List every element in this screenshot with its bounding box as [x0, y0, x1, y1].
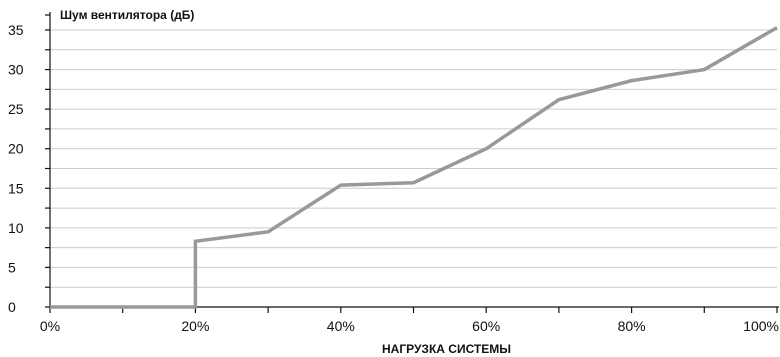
- y-tick-label: 15: [8, 180, 24, 196]
- x-tick-label: 0%: [40, 318, 60, 334]
- x-tick-label: 40%: [327, 318, 355, 334]
- y-tick-label: 35: [8, 22, 24, 38]
- x-axis-label: НАГРУЗКА СИСТЕМЫ: [382, 342, 511, 356]
- y-tick-label: 30: [8, 62, 24, 78]
- y-tick-label: 5: [8, 259, 16, 275]
- x-tick-label: 80%: [618, 318, 646, 334]
- y-tick-label: 20: [8, 141, 24, 157]
- y-axis-label-background: [54, 7, 244, 23]
- y-axis-label: Шум вентилятора (дБ): [60, 8, 194, 22]
- x-tick-label: 100%: [743, 318, 779, 334]
- x-tick-label: 60%: [472, 318, 500, 334]
- y-tick-label: 0: [8, 299, 16, 315]
- series-layer: [49, 26, 778, 309]
- grid-lines: [50, 29, 777, 288]
- tick-labels: 0 5 10 15 20 25 30 35 0% 20% 40% 60% 80% 100%: [8, 22, 779, 334]
- x-tick-label: 20%: [181, 318, 209, 334]
- y-tick-label: 10: [8, 220, 24, 236]
- y-tick-label: 25: [8, 101, 24, 117]
